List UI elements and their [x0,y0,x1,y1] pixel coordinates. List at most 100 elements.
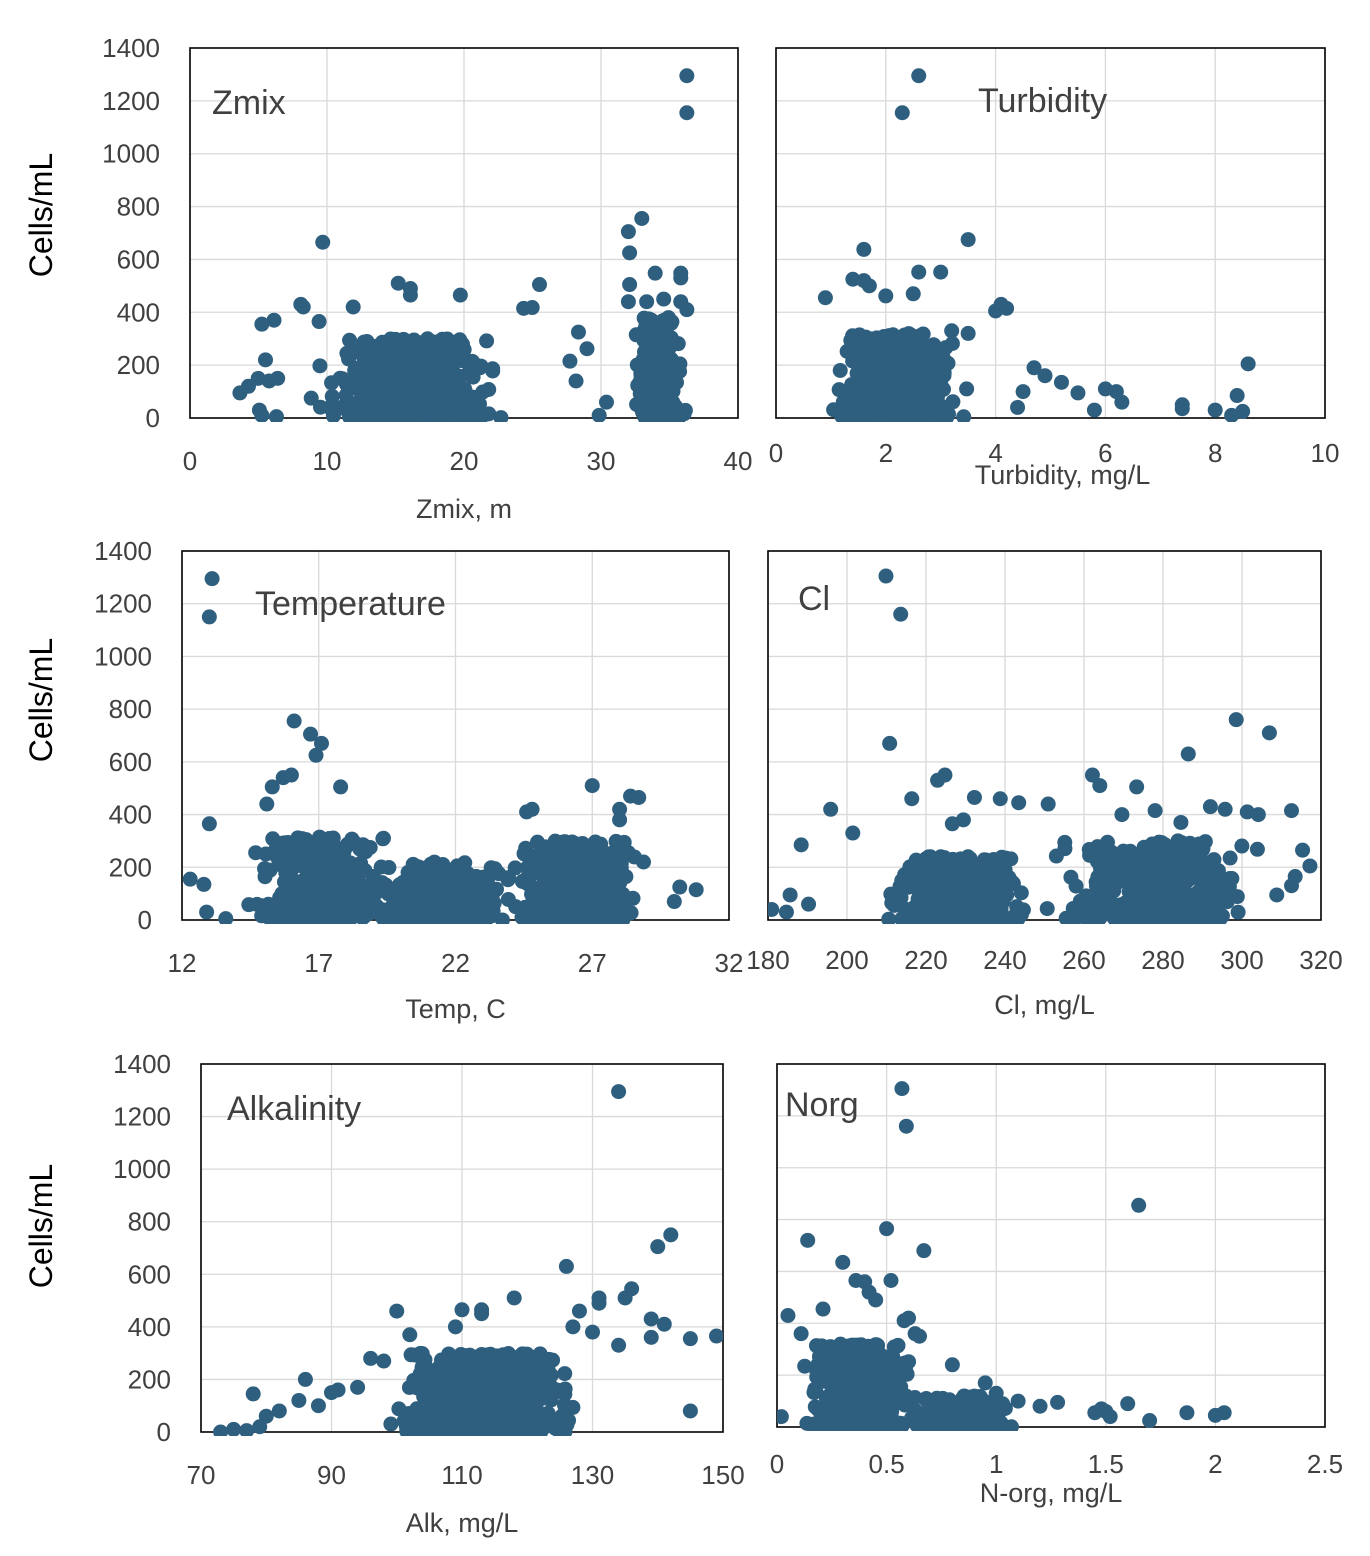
data-point [535,864,551,880]
y-tick-label: 1400 [113,1049,171,1079]
data-point [933,264,949,280]
data-point [1093,857,1109,873]
data-point [1116,852,1132,868]
x-tick-label: 220 [904,945,947,975]
y-tick-label: 200 [109,852,152,882]
data-point [913,403,929,419]
data-point [541,1351,557,1367]
data-point [568,373,584,389]
panel-annotation: Zmix [212,84,286,122]
data-point [1082,847,1098,863]
data-point [428,892,444,908]
data-point [1053,374,1069,390]
data-point [559,870,575,886]
data-point [308,747,324,763]
data-point [275,912,291,924]
data-point [679,302,695,318]
data-point [1097,381,1113,397]
data-point [1048,848,1064,864]
x-axis-label: N-org, mg/L [980,1478,1123,1508]
data-point [1171,851,1187,867]
data-point [460,912,476,924]
data-point [478,911,494,924]
x-tick-label: 30 [587,446,616,476]
data-point [845,825,861,841]
data-point [1269,887,1285,903]
scatter-series [213,1084,723,1436]
data-point [635,360,651,376]
data-point [290,831,306,847]
data-point [456,342,472,358]
data-point [1004,874,1020,890]
data-point [652,336,668,352]
data-point [433,406,449,422]
data-point [981,878,997,894]
data-point [1109,911,1125,924]
data-point [966,789,982,805]
data-point [617,1290,633,1306]
y-tick-label: 1400 [94,536,152,566]
data-point [332,907,348,923]
data-point [925,349,941,365]
panel-annotation: Cl [798,580,830,618]
data-point [301,842,317,858]
y-tick-label: 800 [117,192,160,222]
data-point [1039,901,1055,917]
data-point [960,325,976,341]
x-tick-label: 90 [317,1460,346,1490]
data-point [676,406,692,422]
data-point [516,300,532,316]
data-point [930,772,946,788]
data-point [666,894,682,910]
data-point [1230,904,1246,920]
y-tick-label: 400 [128,1312,171,1342]
data-point [499,1385,515,1401]
x-tick-label: 130 [571,1460,614,1490]
data-point [1013,885,1029,901]
x-tick-label: 2 [1208,1449,1222,1479]
data-point [529,1375,545,1391]
y-tick-label: 400 [109,800,152,830]
data-point [673,270,689,286]
data-point [485,1421,501,1436]
data-point [911,264,927,280]
data-point [1234,838,1250,854]
data-point [945,394,961,410]
data-point [213,1424,229,1436]
data-point [376,1353,392,1369]
data-point [881,911,897,924]
data-point [277,848,293,864]
data-point [334,886,350,902]
data-point [307,858,323,874]
data-point [1184,868,1200,884]
data-point [870,383,886,399]
data-point [901,405,917,421]
data-point [394,345,410,361]
data-point [910,891,926,907]
x-axis-label: Alk, mg/L [406,1508,519,1538]
data-point [682,1403,698,1419]
data-point [303,390,319,406]
data-point [524,1412,540,1428]
data-point [622,245,638,261]
data-point [622,277,638,293]
data-point [413,376,429,392]
data-point [688,882,704,898]
x-tick-label: 70 [187,1460,216,1490]
data-point [565,1319,581,1335]
data-point [708,1328,723,1344]
data-point [864,339,880,355]
data-point [911,379,927,395]
data-point [532,277,548,293]
data-point [313,735,329,751]
data-point [1169,912,1185,924]
y-tick-label: 400 [117,297,160,327]
data-point [1229,388,1245,404]
data-point [903,907,919,923]
data-point [1123,899,1139,915]
y-axis-label: Cells/mL [23,638,59,762]
data-point [518,840,534,856]
x-tick-label: 260 [1062,945,1105,975]
data-point [520,859,536,875]
